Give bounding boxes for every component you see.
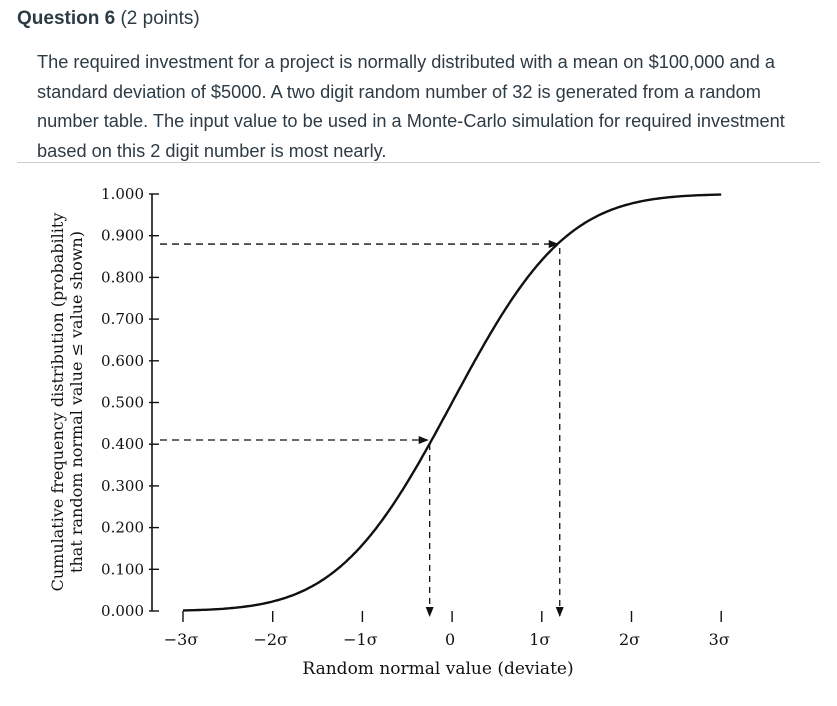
y-tick-label: 0.800 (101, 268, 144, 286)
y-tick-label: 0.300 (101, 477, 144, 495)
y-tick-label: 0.600 (101, 352, 144, 370)
question-text: The required investment for a project is… (37, 52, 785, 161)
x-tick-label: −3σ (164, 630, 199, 649)
y-axis-title-line-1: Cumulative frequency distribution (proba… (48, 213, 67, 592)
y-tick-label: 1.000 (101, 185, 144, 203)
cdf-curve-line (183, 193, 722, 612)
x-axis-title: Random normal value (deviate) (302, 659, 573, 679)
y-tick-label: 0.200 (101, 519, 144, 537)
y-axis-title-line-2: that random normal value ≤ value shown) (67, 231, 86, 573)
x-tick-label: 0 (445, 630, 455, 649)
x-tick-label: 1σ (529, 630, 550, 649)
y-tick-label: 0.900 (101, 227, 144, 245)
question-divider (17, 162, 820, 163)
question-header: Question 6 (2 points) (17, 8, 200, 30)
y-tick-label: 0.400 (101, 435, 144, 453)
y-tick-label: 0.000 (101, 602, 144, 620)
y-tick-label: 0.700 (101, 310, 144, 328)
x-tick-label: 3σ (709, 630, 730, 649)
x-tick-label: 2σ (619, 630, 640, 649)
question-title: Question 6 (17, 8, 116, 29)
x-tick-label: −1σ (343, 630, 378, 649)
y-tick-label: 0.100 (101, 560, 144, 578)
y-tick-label: 0.500 (101, 394, 144, 412)
question-points: (2 points) (120, 8, 200, 29)
x-tick-label: −2σ (253, 630, 288, 649)
